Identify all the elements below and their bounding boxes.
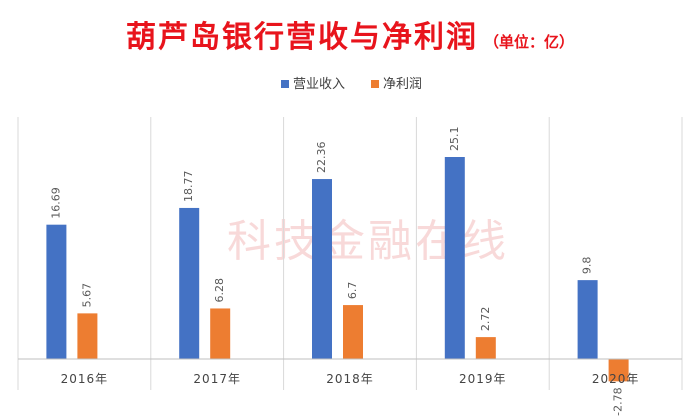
bar-revenue-3	[444, 157, 465, 359]
legend-label-revenue: 营业收入	[293, 77, 345, 92]
data-label-profit-3: 2.72	[479, 307, 492, 332]
watermark-text: 科技金融在线	[227, 216, 509, 267]
x-tick-label-1: 2017年	[193, 372, 241, 386]
bar-revenue-0	[46, 224, 67, 359]
bar-profit-1	[210, 308, 231, 359]
legend-swatch-profit	[371, 80, 379, 88]
data-label-profit-0: 5.67	[80, 283, 93, 308]
data-label-revenue-1: 18.77	[182, 170, 195, 202]
x-tick-label-2: 2018年	[326, 372, 374, 386]
bar-profit-4	[608, 359, 629, 382]
bar-revenue-4	[577, 280, 598, 359]
chart-unit: （单位：亿）	[483, 33, 574, 51]
chart-title-block: 葫芦岛银行营收与净利润 （单位：亿）	[0, 12, 700, 56]
bar-profit-0	[77, 313, 98, 359]
x-tick-label-4: 2020年	[592, 372, 640, 386]
bar-revenue-1	[179, 207, 200, 359]
data-label-profit-4: -2.78	[612, 387, 625, 415]
data-label-profit-2: 6.7	[346, 282, 359, 300]
data-label-profit-1: 6.28	[213, 278, 226, 303]
x-tick-label-0: 2016年	[61, 372, 109, 386]
x-tick-label-3: 2019年	[459, 372, 507, 386]
data-label-revenue-3: 25.1	[448, 127, 461, 152]
data-label-revenue-0: 16.69	[49, 187, 62, 219]
chart-title: 葫芦岛银行营收与净利润	[125, 20, 478, 55]
data-label-revenue-2: 22.36	[315, 142, 328, 174]
legend-label-profit: 净利润	[383, 77, 422, 92]
data-label-revenue-4: 9.8	[581, 257, 594, 275]
legend-swatch-revenue	[281, 80, 289, 88]
bar-profit-2	[343, 305, 363, 359]
bar-profit-3	[475, 337, 496, 359]
bar-revenue-2	[312, 179, 332, 359]
